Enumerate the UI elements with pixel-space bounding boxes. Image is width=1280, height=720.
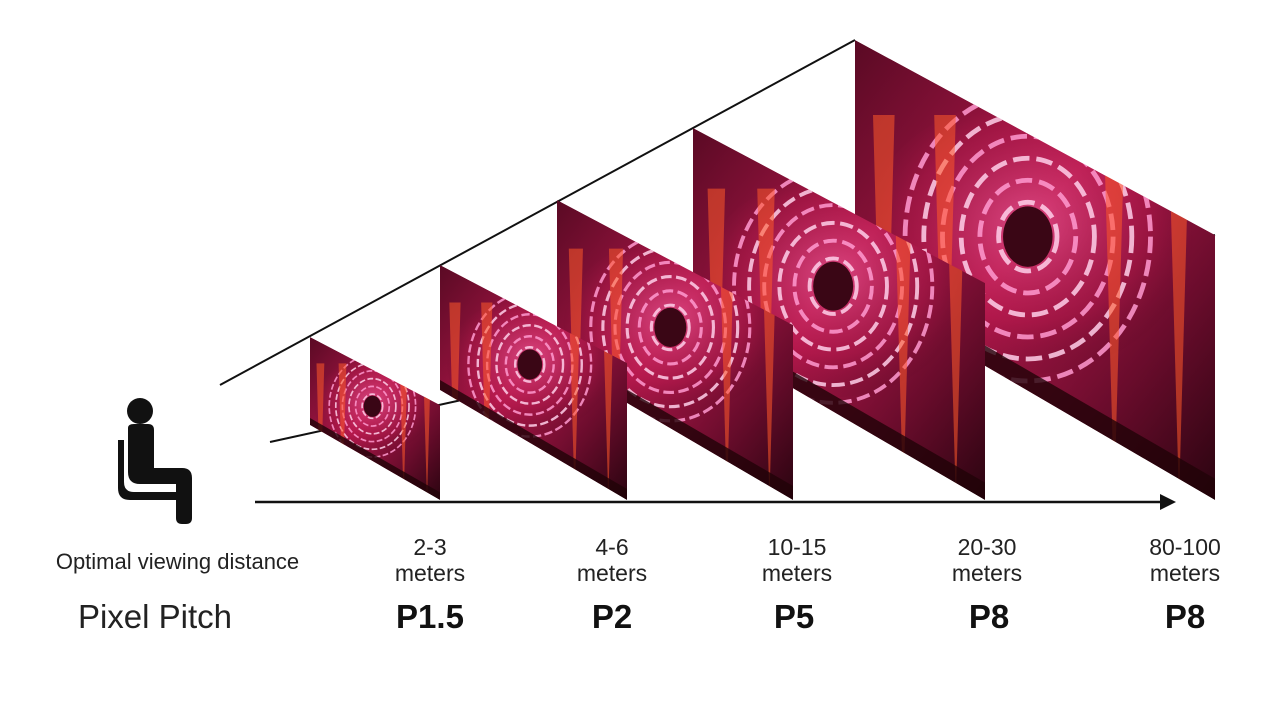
pitch-label-5: P8 — [1164, 598, 1206, 635]
pitch-label-2: P2 — [591, 598, 633, 635]
distance-label-2: 4-6 meters — [576, 534, 648, 586]
distance-label-3: 10-15 meters — [761, 534, 833, 586]
pixel-pitch-row-label: Pixel Pitch — [77, 598, 233, 635]
arrow-right-icon — [1160, 494, 1176, 510]
led-screen-panel-2 — [440, 265, 627, 500]
viewing-distance-row-label: Optimal viewing distance — [55, 549, 300, 574]
led-screen-panel-1 — [310, 337, 440, 500]
perspective-top-line — [219, 39, 856, 386]
seated-person-icon — [118, 398, 192, 524]
distance-label-1: 2-3 meters — [394, 534, 466, 586]
pitch-label-1: P1.5 — [396, 598, 464, 635]
pitch-label-3: P5 — [773, 598, 815, 635]
pitch-label-4: P8 — [968, 598, 1010, 635]
screens-group — [310, 40, 1215, 500]
distance-label-5: 80-100 meters — [1149, 534, 1221, 586]
distance-label-4: 20-30 meters — [951, 534, 1023, 586]
